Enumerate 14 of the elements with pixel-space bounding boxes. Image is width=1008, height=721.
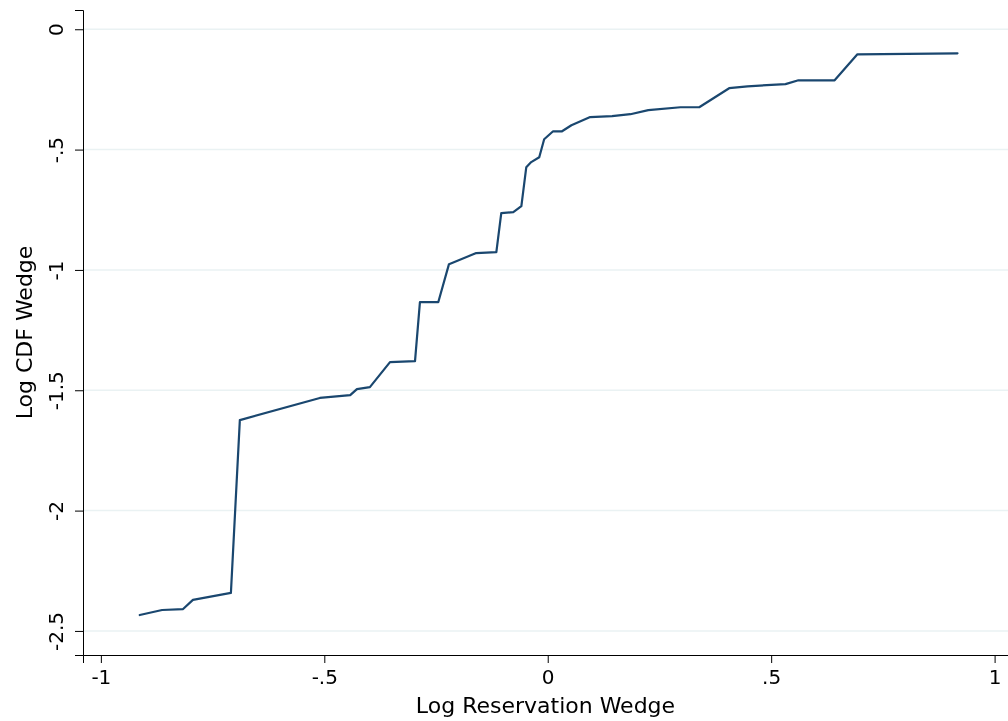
y-tick-label: 0	[44, 23, 68, 37]
x-tick-label: 1	[988, 665, 1002, 689]
x-axis-title: Log Reservation Wedge	[415, 693, 676, 718]
y-tick-label: -.5	[44, 136, 68, 164]
y-tick-label: -1.5	[44, 371, 68, 411]
y-tick-label: -2	[44, 501, 68, 522]
x-tick-label: .5	[762, 665, 782, 689]
y-tick-label: -2.5	[44, 611, 68, 651]
x-tick-label: -.5	[311, 665, 338, 689]
line-series	[138, 52, 959, 617]
x-tick-label: -1	[91, 665, 112, 689]
y-tick-label: -1	[44, 260, 68, 281]
x-tick-label: 0	[541, 665, 555, 689]
y-axis-title: Log CDF Wedge	[12, 245, 37, 420]
